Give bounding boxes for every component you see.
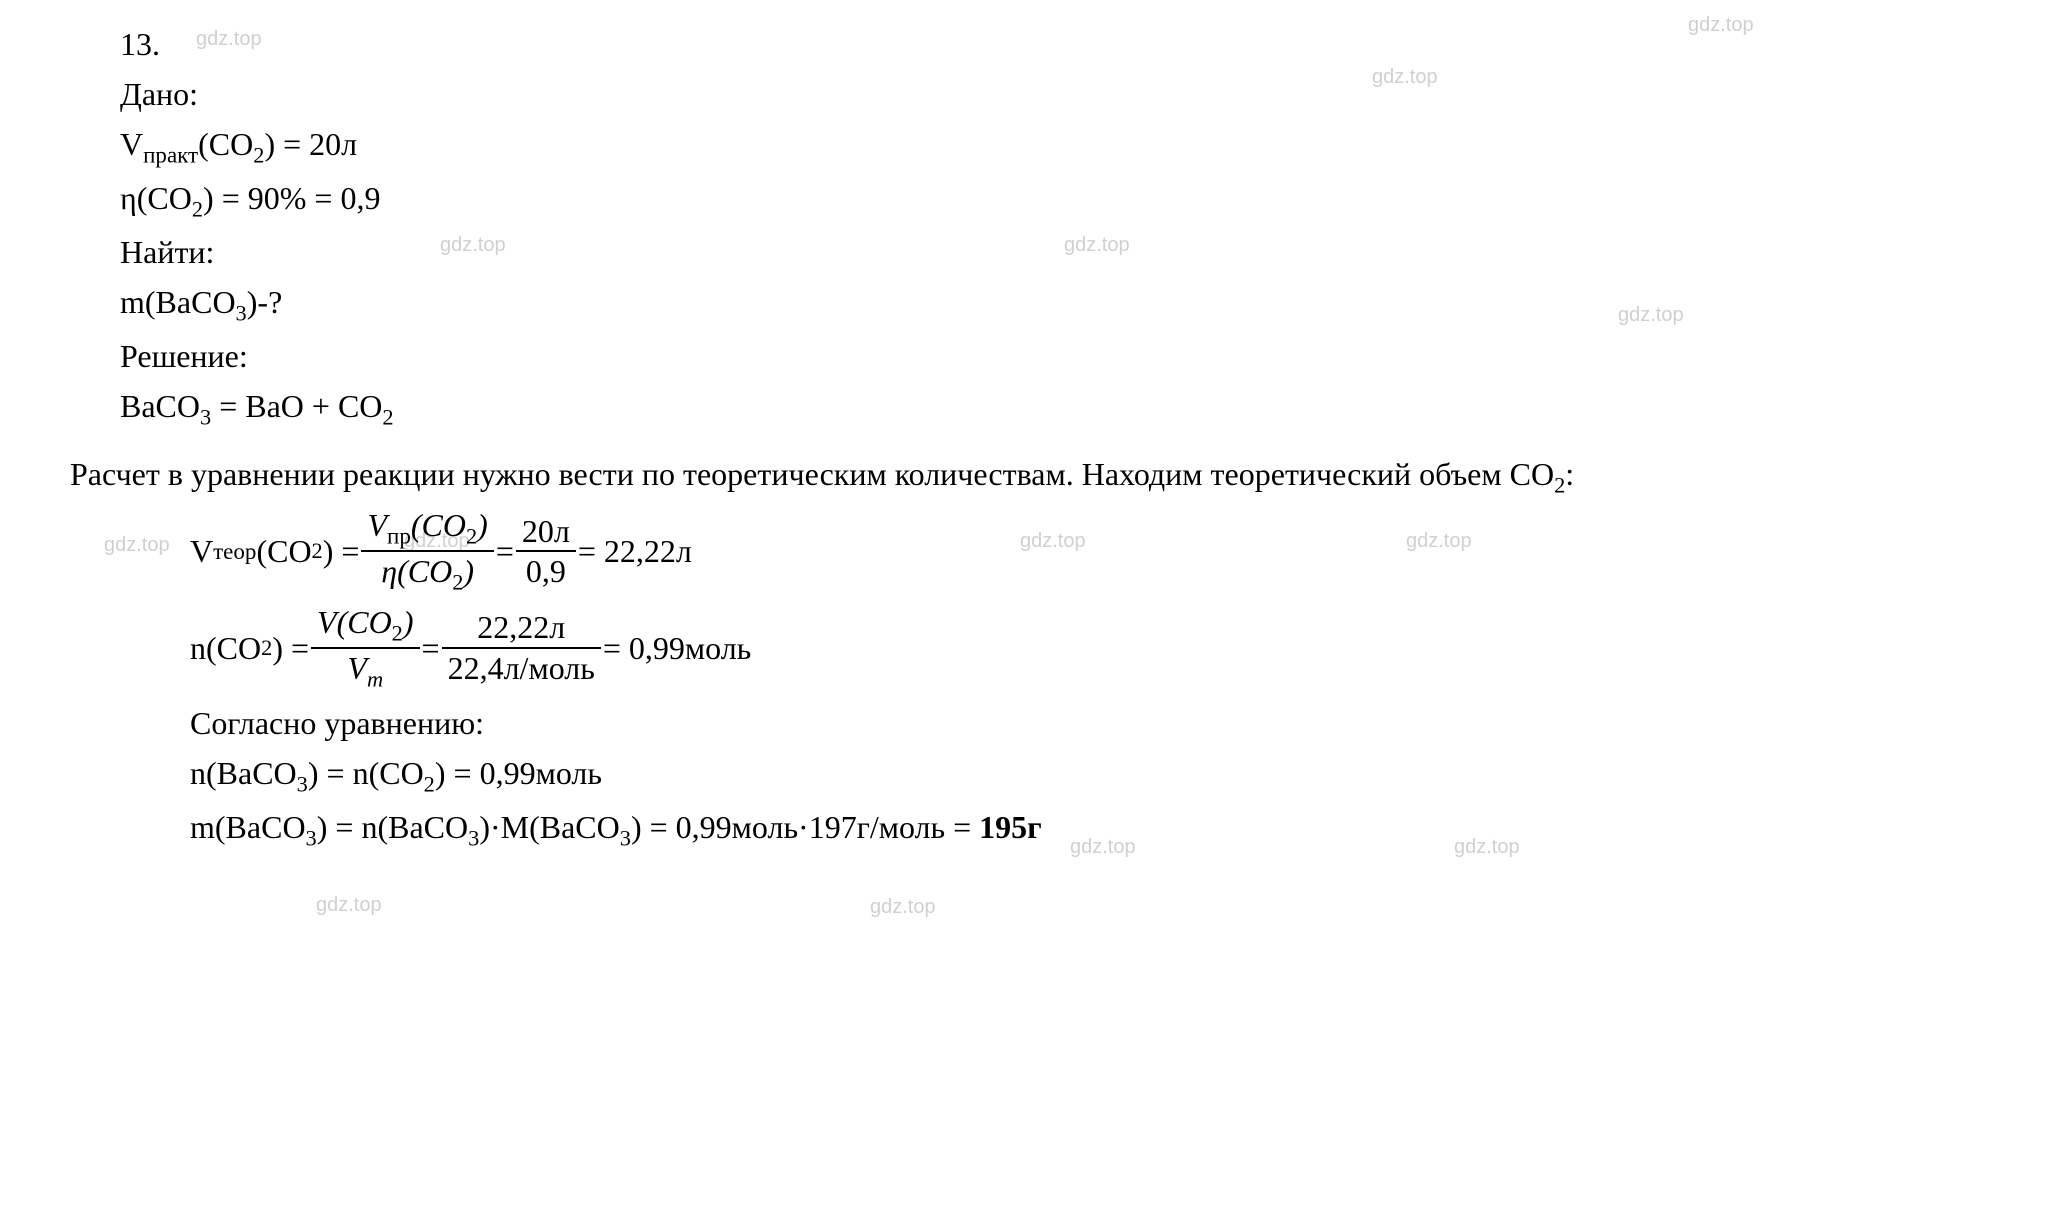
subscript: 2 [392,620,403,645]
text: = [422,624,440,672]
given-line-1: Vпракт(CO2) = 20л [120,120,1986,172]
find-line: m(BaCO3)-? [120,278,1986,330]
text: ) [477,507,488,543]
text: ) = n(BaCO [317,809,468,845]
text: n(CO [190,624,261,672]
fraction: 20л 0,9 [516,512,576,591]
solution-label: Решение: [120,332,1986,380]
watermark: gdz.top [316,890,382,920]
text: ) = 0,99моль [435,755,602,791]
subscript: 3 [236,300,247,325]
subscript: 2 [312,534,323,568]
text: ) = [272,624,309,672]
text: = 0,99моль [603,624,751,672]
subscript: 2 [261,631,272,665]
text: ) = 90% = 0,9 [203,180,380,216]
text: ) = 20л [264,126,357,162]
subscript: теор [213,534,256,569]
subscript: m [367,666,383,691]
text: (CO [256,527,311,575]
text: )-? [247,284,283,320]
subscript: 2 [466,523,477,548]
subscript: 2 [1554,472,1565,497]
result-bold: 195г [979,809,1042,845]
text: V [347,650,367,686]
numerator: Vпр(CO2) [361,506,493,552]
text: η(CO [381,553,452,589]
text: ) = 0,99моль·197г/моль = [631,809,979,845]
numerator: 22,22л [442,608,601,648]
subscript: 3 [306,825,317,850]
subscript: 3 [468,825,479,850]
subscript: 3 [620,825,631,850]
calc-line-4: m(BaCO3) = n(BaCO3)·M(BaCO3) = 0,99моль·… [190,803,1986,855]
subscript: 2 [452,570,463,595]
subscript: 2 [382,404,393,429]
subscript: 3 [200,404,211,429]
text: = 22,22л [578,527,692,575]
problem-number: 13. [120,20,1986,68]
given-label: Дано: [120,70,1986,118]
text: m(BaCO [120,284,236,320]
text: = [496,527,514,575]
given-line-2: η(CO2) = 90% = 0,9 [120,174,1986,226]
denominator: 0,9 [516,552,576,590]
text: m(BaCO [190,809,306,845]
text: (CO [411,507,466,543]
denominator: Vm [311,649,420,693]
subscript: 3 [297,771,308,796]
text: V(CO [317,604,392,640]
fraction: Vпр(CO2) η(CO2) [361,506,493,597]
subscript: практ [143,141,198,167]
find-label: Найти: [120,228,1986,276]
explanation-paragraph: Расчет в уравнении реакции нужно вести п… [0,450,1986,502]
text: ) = n(CO [308,755,424,791]
equation-line: BaCO3 = BaO + CO2 [120,382,1986,434]
text: Расчет в уравнении реакции нужно вести п… [70,456,1554,492]
denominator: 22,4л/моль [442,649,601,687]
fraction: 22,22л 22,4л/моль [442,608,601,687]
subscript: 2 [424,771,435,796]
calc-line-3: n(BaCO3) = n(CO2) = 0,99моль [190,749,1986,801]
text: ) [463,553,474,589]
according-label: Согласно уравнению: [190,699,1986,747]
text: = BaO + CO [211,388,382,424]
text: V [120,126,143,162]
text: (CO [198,126,253,162]
watermark: gdz.top [870,892,936,922]
text: BaCO [120,388,200,424]
denominator: η(CO2) [361,552,493,596]
text: η(CO [120,180,192,216]
subscript: 2 [192,196,203,221]
numerator: V(CO2) [311,603,420,649]
text: ) [403,604,414,640]
calc-line-2: n(CO2) = V(CO2) Vm = 22,22л 22,4л/моль =… [190,603,1986,694]
text: V [190,527,213,575]
text: : [1565,456,1574,492]
text: ) = [323,527,360,575]
subscript: 2 [253,142,264,167]
text: n(BaCO [190,755,297,791]
text: V [367,507,387,543]
fraction: V(CO2) Vm [311,603,420,694]
numerator: 20л [516,512,576,552]
calc-line-1: Vтеор(CO2) = Vпр(CO2) η(CO2) = 20л 0,9 =… [190,506,1986,597]
subscript: пр [387,522,411,548]
text: )·M(BaCO [479,809,619,845]
